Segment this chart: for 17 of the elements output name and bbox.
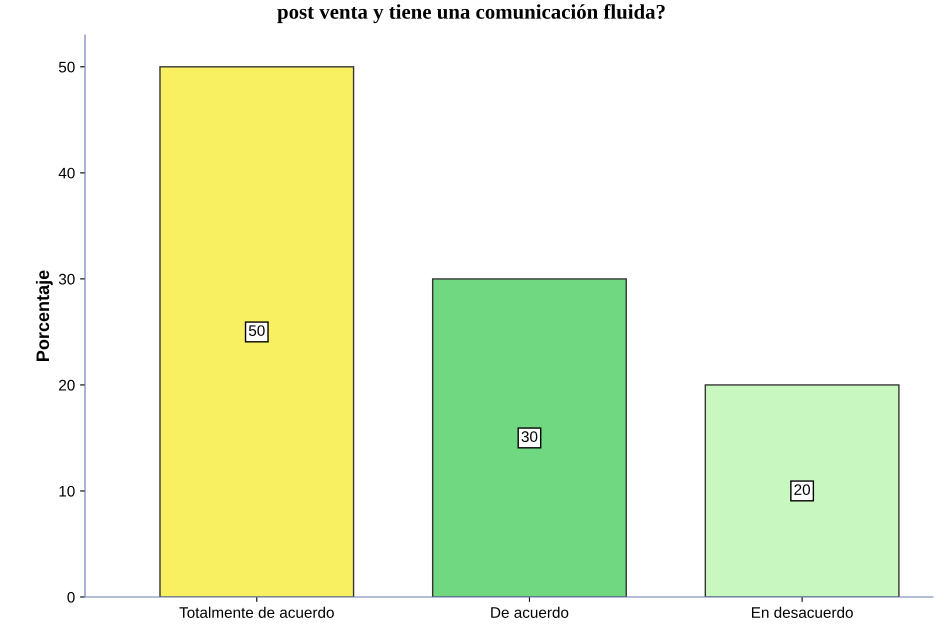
y-tick-label: 30 [58,274,75,285]
x-tick-label: Totalmente de acuerdo [179,606,334,618]
x-tick-label: De acuerdo [491,606,568,618]
y-tick-label: 10 [59,486,75,497]
y-axis-title: Porcentaje [36,270,53,361]
bar [159,66,354,597]
chart-title: post venta y tiene una comunicación fluida? [277,4,665,24]
bar [704,384,900,597]
data-label: 50 [248,325,265,336]
data-label: 30 [522,431,538,442]
y-tick-label: 0 [67,592,75,603]
y-tick-label: 20 [59,380,75,391]
x-tick-label: En desacuerdo [752,606,853,618]
data-label: 20 [794,484,810,496]
bar [432,278,627,597]
y-tick-label: 40 [58,168,75,179]
y-tick-label: 50 [58,62,75,72]
